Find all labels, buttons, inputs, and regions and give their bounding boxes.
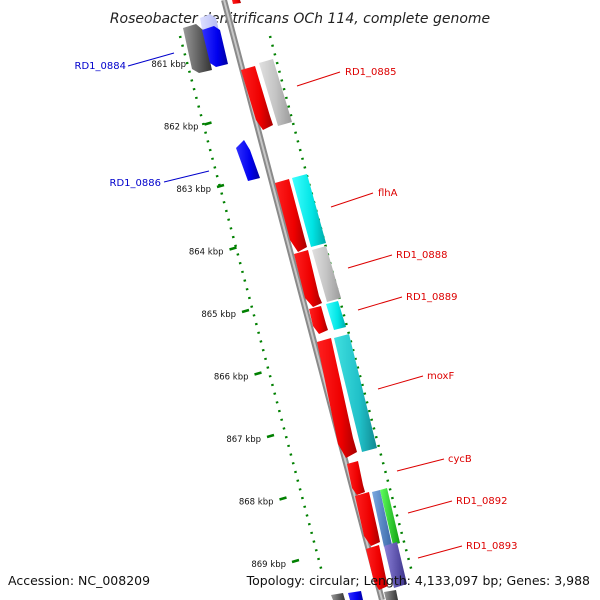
tick-mark (279, 496, 287, 501)
gene-rd1-0889-partner (326, 301, 346, 330)
gene-label-moxf[interactable]: moxF (427, 371, 454, 382)
gene-label-rd1-0884[interactable]: RD1_0884 (75, 61, 126, 72)
tick-mark (241, 308, 250, 314)
reverse-gene-labels: RD1_0884 RD1_0886 (75, 61, 161, 189)
tick-mark (204, 121, 212, 126)
gene-rd1-0893[interactable] (366, 545, 388, 590)
tick-guide-outer (268, 35, 414, 573)
tick-label: 868 kbp (239, 498, 274, 508)
gene-cycb[interactable] (347, 461, 365, 495)
tick-label: 864 kbp (189, 248, 224, 258)
tick-label: 865 kbp (201, 310, 236, 320)
feature-bottom-grey-a (331, 593, 345, 600)
tick-mark (266, 433, 275, 439)
gene-label-rd1-0888[interactable]: RD1_0888 (396, 250, 447, 261)
gene-label-rd1-0889[interactable]: RD1_0889 (406, 292, 457, 303)
gene-flha[interactable] (275, 179, 307, 252)
tick-marks: 861 kbp 862 kbp 863 kbp 864 kbp 865 kbp 866 k… (151, 58, 300, 570)
gene-rd1-0885[interactable] (241, 66, 273, 130)
gene-rd1-0885-partner (259, 59, 292, 126)
gene-flha-partner (292, 174, 326, 247)
accession-text: Accession: NC_008209 (8, 573, 150, 588)
tick-label: 866 kbp (214, 373, 249, 383)
gene-rd1-0886[interactable] (236, 140, 260, 181)
tick-label: 863 kbp (176, 185, 211, 195)
feature-top-red (232, 0, 241, 4)
gene-rd1-0888-partner (312, 246, 341, 302)
reverse-strand-features (183, 14, 260, 181)
gene-label-rd1-0893[interactable]: RD1_0893 (466, 541, 517, 552)
gene-rd1-0884[interactable] (202, 26, 228, 67)
gene-label-rd1-0886[interactable]: RD1_0886 (110, 178, 161, 189)
tick-mark (216, 183, 225, 189)
gene-rd1-0893-partner (384, 542, 407, 588)
tick-label: 869 kbp (251, 560, 286, 570)
gene-label-cycb[interactable]: cycB (448, 454, 472, 465)
tick-label: 862 kbp (164, 123, 199, 133)
gene-label-flha[interactable]: flhA (378, 188, 398, 199)
tick-label: 867 kbp (226, 435, 261, 445)
forward-gene-labels: RD1_0885 flhA RD1_0888 RD1_0889 moxF cyc… (345, 67, 517, 552)
tick-mark (254, 371, 262, 376)
gene-rd1-0892-partner-steel (372, 490, 392, 547)
map-title: Roseobacter denitrificans OCh 114, compl… (110, 11, 490, 27)
gene-moxf-partner (334, 334, 377, 452)
gene-rd1-0892-partner-green (380, 488, 400, 545)
gene-rd1-0889[interactable] (309, 306, 328, 334)
gene-rd1-0888[interactable] (294, 250, 322, 307)
feature-bottom-blue (348, 591, 363, 600)
gene-rd1-0892[interactable] (355, 492, 380, 546)
tick-mark (291, 558, 300, 564)
gene-label-rd1-0892[interactable]: RD1_0892 (456, 496, 507, 507)
label-leaders (127, 52, 463, 559)
tick-label: 861 kbp (151, 60, 186, 70)
gene-moxf[interactable] (317, 338, 357, 458)
feature-bottom-grey-b (384, 590, 398, 600)
feature-block-dark-grey (183, 24, 212, 73)
tick-mark (229, 246, 237, 251)
gene-label-rd1-0885[interactable]: RD1_0885 (345, 67, 396, 78)
forward-strand-features (232, 0, 407, 600)
genome-summary-text: Topology: circular; Length: 4,133,097 bp… (246, 573, 590, 588)
tick-guide-inner (178, 35, 324, 573)
